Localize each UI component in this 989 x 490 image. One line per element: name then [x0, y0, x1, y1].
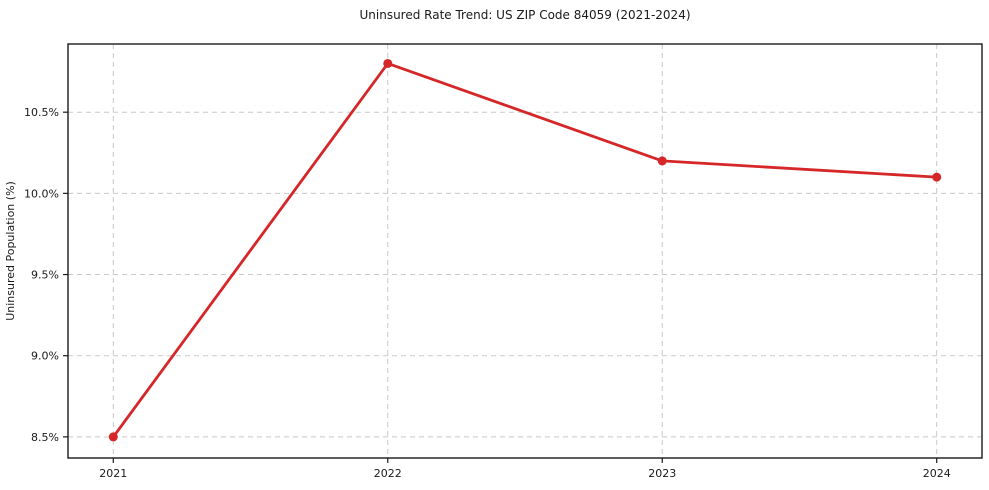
y-tick-label: 8.5%: [31, 431, 59, 444]
x-tick-label: 2023: [648, 467, 676, 480]
data-point: [108, 432, 118, 442]
data-point: [657, 156, 667, 166]
plot-border: [67, 43, 983, 459]
chart-title: Uninsured Rate Trend: US ZIP Code 84059 …: [359, 8, 691, 22]
y-axis-label: Uninsured Population (%): [4, 181, 17, 321]
y-tick-label: 10.5%: [24, 106, 59, 119]
data-line: [111, 62, 939, 439]
x-tick-label: 2022: [374, 467, 402, 480]
data-point: [932, 172, 942, 182]
y-tick-label: 9.0%: [31, 350, 59, 363]
data-point: [383, 58, 393, 68]
y-tick-label: 10.0%: [24, 187, 59, 200]
x-tick-label: 2024: [923, 467, 951, 480]
x-tick-label: 2021: [99, 467, 127, 480]
y-tick-label: 9.5%: [31, 269, 59, 282]
